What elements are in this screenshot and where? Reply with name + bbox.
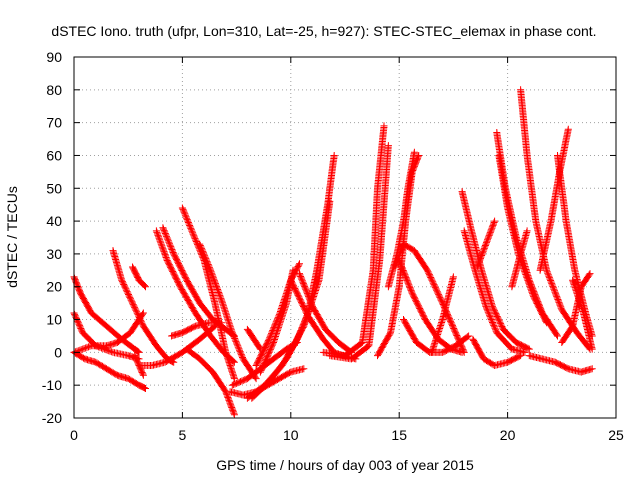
data-series bbox=[248, 197, 334, 402]
data-series bbox=[473, 217, 499, 271]
data-series bbox=[109, 247, 178, 366]
series-marks bbox=[558, 270, 594, 346]
data-series bbox=[129, 263, 149, 291]
data-series bbox=[183, 345, 238, 419]
y-tick-label: 80 bbox=[46, 82, 62, 98]
x-tick-label: 20 bbox=[500, 427, 516, 443]
series-marks bbox=[183, 345, 238, 419]
data-series bbox=[243, 325, 264, 353]
series-marks bbox=[458, 188, 533, 353]
data-series bbox=[508, 227, 531, 291]
data-series bbox=[296, 270, 355, 356]
data-series bbox=[460, 227, 529, 356]
grid bbox=[74, 57, 616, 418]
data-series bbox=[168, 319, 225, 340]
x-tick-label: 25 bbox=[608, 427, 624, 443]
y-tick-label: 50 bbox=[46, 180, 62, 196]
series-marks bbox=[400, 316, 473, 356]
data-series bbox=[458, 188, 533, 353]
series-marks bbox=[326, 142, 392, 363]
series-marks bbox=[319, 122, 388, 360]
x-tick-label: 5 bbox=[179, 427, 187, 443]
y-tick-label: 40 bbox=[46, 213, 62, 229]
data-series bbox=[178, 204, 238, 383]
series-marks bbox=[296, 270, 355, 356]
data-series bbox=[131, 352, 147, 379]
y-tick-label: 30 bbox=[46, 246, 62, 262]
series-marks bbox=[460, 227, 529, 356]
data-series bbox=[326, 142, 392, 363]
series-marks bbox=[178, 204, 238, 383]
x-tick-label: 10 bbox=[283, 427, 299, 443]
y-tick-label: 10 bbox=[46, 312, 62, 328]
data-series bbox=[536, 125, 572, 274]
series-marks bbox=[525, 352, 596, 376]
x-tick-label: 0 bbox=[70, 427, 78, 443]
data-series bbox=[391, 240, 468, 356]
series-marks bbox=[508, 227, 531, 291]
data-series bbox=[428, 273, 457, 356]
plot-frame bbox=[73, 56, 617, 419]
y-tick-label: 60 bbox=[46, 147, 62, 163]
y-tick-label: 0 bbox=[54, 344, 62, 360]
data-series bbox=[558, 270, 594, 346]
data-series bbox=[319, 122, 388, 360]
series-marks bbox=[391, 240, 468, 356]
series-marks bbox=[473, 217, 499, 271]
y-tick-label: -10 bbox=[42, 377, 62, 393]
y-axis-label: dSTEC / TECUs bbox=[4, 186, 20, 288]
series-marks bbox=[109, 247, 178, 366]
series-marks bbox=[196, 240, 260, 383]
series-marks bbox=[536, 125, 572, 274]
series-marks bbox=[243, 325, 264, 353]
y-axis: -20 -10 0 10 20 30 40 50 60 70 80 90 bbox=[42, 49, 616, 426]
y-tick-label: 20 bbox=[46, 279, 62, 295]
data-series bbox=[569, 276, 596, 353]
series-marks bbox=[569, 276, 596, 353]
y-tick-label: -20 bbox=[42, 410, 62, 426]
data-series bbox=[495, 152, 551, 327]
series-marks bbox=[129, 263, 149, 291]
chart-title: dSTEC Iono. truth (ufpr, Lon=310, Lat=-2… bbox=[51, 23, 596, 39]
series-marks bbox=[248, 197, 334, 402]
data-series bbox=[469, 335, 525, 369]
data-series bbox=[525, 352, 596, 376]
x-axis-label: GPS time / hours of day 003 of year 2015 bbox=[216, 457, 474, 473]
series-marks bbox=[495, 152, 551, 327]
series-marks bbox=[428, 273, 457, 356]
series-marks bbox=[168, 319, 225, 340]
y-tick-label: 70 bbox=[46, 115, 62, 131]
x-tick-label: 15 bbox=[391, 427, 407, 443]
series-marks bbox=[469, 335, 525, 369]
data-series bbox=[400, 316, 473, 356]
series-marks bbox=[131, 352, 147, 379]
data-series bbox=[196, 240, 260, 383]
data-marks bbox=[70, 86, 596, 419]
x-axis: 0 5 10 15 20 25 bbox=[70, 57, 624, 443]
y-tick-label: 90 bbox=[46, 49, 62, 65]
